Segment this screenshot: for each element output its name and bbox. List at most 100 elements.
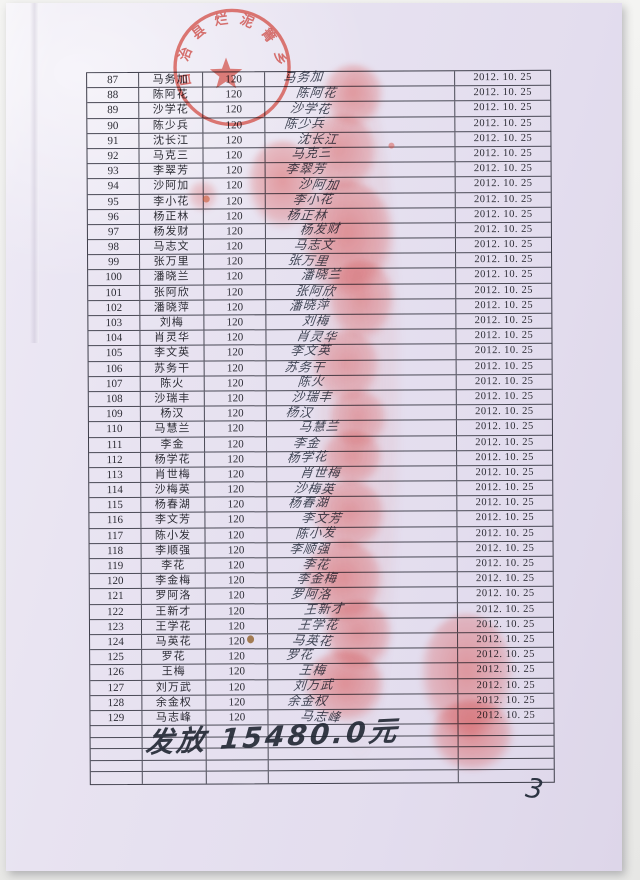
handwritten-signature: 罗花 bbox=[285, 646, 314, 663]
star-icon bbox=[209, 57, 243, 89]
row-number-cell: 119 bbox=[89, 558, 142, 574]
date-cell: 2012. 10. 25 bbox=[474, 345, 534, 357]
signature-cell: 李文英 bbox=[266, 342, 457, 360]
handwritten-signature: 李文英 bbox=[289, 342, 332, 359]
signature-cell: 李金 bbox=[266, 435, 458, 451]
signature-cell: 张万里 bbox=[266, 252, 457, 269]
handwritten-signature: 马志文 bbox=[293, 236, 336, 253]
signature-cell bbox=[268, 770, 459, 784]
amount-cell: 120 bbox=[204, 391, 267, 406]
row-number-cell: 117 bbox=[89, 528, 142, 543]
handwritten-signature: 杨学花 bbox=[286, 448, 329, 465]
amount-cell: 120 bbox=[204, 330, 267, 345]
signature-cell: 肖世梅 bbox=[267, 464, 458, 482]
signature-cell: 杨正林 bbox=[265, 207, 456, 224]
row-number-cell: 121 bbox=[89, 589, 142, 604]
handwritten-signature: 潘晓兰 bbox=[300, 266, 343, 283]
amount-cell: 120 bbox=[205, 588, 268, 604]
amount-cell: 120 bbox=[203, 208, 266, 224]
signature-cell: 王梅 bbox=[268, 662, 459, 679]
signature-cell bbox=[268, 759, 459, 771]
ink-speck bbox=[247, 635, 255, 644]
signature-cell: 王新才 bbox=[267, 600, 458, 618]
row-number-cell: 108 bbox=[88, 391, 141, 407]
date-cell: 2012. 10. 25 bbox=[475, 405, 534, 418]
date-cell: 2012. 10. 25 bbox=[473, 102, 533, 114]
name-cell: 李文英 bbox=[140, 345, 205, 361]
official-seal-stamp: 自治县烂泥箐乡 bbox=[173, 8, 291, 127]
date-cell: 2012. 10. 25 bbox=[476, 633, 535, 646]
signature-cell: 李顺强 bbox=[267, 541, 458, 558]
name-cell: 李花 bbox=[141, 558, 206, 574]
signature-cell: 李小花 bbox=[265, 191, 456, 208]
signature-cell: 马志文 bbox=[265, 236, 457, 254]
paper-sheet: 87 马务加 120 马务加 2012. 10. 25 88 陈阿花 120 陈阿花 2012. … bbox=[6, 3, 622, 871]
name-cell: 沙瑞丰 bbox=[140, 391, 205, 407]
handwritten-signature: 王学花 bbox=[297, 616, 340, 632]
name-cell: 陈火 bbox=[140, 376, 205, 391]
row-number-cell: 106 bbox=[88, 361, 141, 376]
row-number-cell: 125 bbox=[90, 650, 143, 665]
page-number: 3 bbox=[523, 772, 546, 806]
row-number-cell: 116 bbox=[89, 513, 142, 528]
date-cell: 2012. 10. 25 bbox=[475, 512, 535, 524]
signature-cell: 杨学花 bbox=[267, 448, 458, 467]
date-cell: 2012. 10. 25 bbox=[474, 238, 533, 251]
name-cell: 苏务干 bbox=[140, 361, 205, 376]
ink-speck bbox=[388, 142, 395, 149]
date-cell: 2012. 10. 25 bbox=[475, 436, 534, 448]
signature-cell: 沙瑞丰 bbox=[266, 389, 457, 406]
row-number-cell: 129 bbox=[90, 710, 143, 726]
signature-cell: 陈火 bbox=[266, 372, 457, 391]
amount-cell: 120 bbox=[203, 193, 266, 209]
row-number-cell: 102 bbox=[88, 300, 141, 316]
amount-cell: 120 bbox=[204, 269, 267, 285]
amount-cell: 120 bbox=[203, 178, 266, 194]
row-number-cell: 105 bbox=[88, 346, 141, 361]
name-cell: 陈小发 bbox=[141, 528, 206, 543]
date-cell: 2012. 10. 25 bbox=[474, 299, 534, 311]
amount-cell: 120 bbox=[203, 163, 266, 178]
date-cell: 2012. 10. 25 bbox=[474, 269, 533, 281]
handwritten-signature: 陈火 bbox=[297, 372, 326, 389]
name-cell: 王梅 bbox=[142, 664, 207, 680]
signature-cell: 马慧兰 bbox=[266, 418, 457, 436]
name-cell: 潘晓萍 bbox=[140, 300, 205, 315]
name-cell: 杨发财 bbox=[139, 224, 204, 239]
signature-cell: 刘梅 bbox=[266, 313, 457, 330]
row-number-cell: 122 bbox=[89, 604, 142, 619]
handwritten-signature: 肖世梅 bbox=[299, 464, 342, 480]
handwritten-signature: 潘晓萍 bbox=[288, 296, 331, 313]
signature-cell: 马克三 bbox=[265, 144, 456, 163]
amount-cell: 120 bbox=[205, 603, 268, 619]
row-number-cell: 92 bbox=[87, 148, 140, 164]
date-cell: 2012. 10. 25 bbox=[474, 208, 533, 220]
handwritten-signature: 李翠芳 bbox=[284, 161, 328, 177]
name-cell: 罗花 bbox=[142, 649, 207, 665]
name-cell bbox=[142, 772, 207, 784]
amount-cell: 120 bbox=[204, 421, 267, 437]
row-number-cell bbox=[90, 749, 143, 761]
empty-table-row bbox=[90, 770, 554, 785]
amount-cell: 120 bbox=[204, 254, 267, 270]
date-cell: 2012. 10. 25 bbox=[475, 421, 534, 433]
row-number-cell: 124 bbox=[90, 634, 143, 650]
handwritten-signature: 余金权 bbox=[286, 692, 329, 708]
row-number-cell: 93 bbox=[87, 164, 140, 179]
row-number-cell bbox=[90, 760, 143, 772]
date-cell: 2012. 10. 25 bbox=[476, 679, 536, 691]
signature-cell: 苏务干 bbox=[266, 359, 457, 375]
date-cell: 2012. 10. 25 bbox=[474, 360, 534, 372]
amount-cell: 120 bbox=[206, 694, 269, 710]
row-number-cell: 91 bbox=[87, 133, 140, 149]
name-cell: 余金权 bbox=[142, 695, 207, 710]
amount-cell: 120 bbox=[205, 618, 269, 634]
row-number-cell: 127 bbox=[90, 680, 143, 695]
name-cell: 杨学花 bbox=[141, 452, 206, 467]
row-number-cell: 120 bbox=[89, 574, 142, 589]
row-number-cell: 97 bbox=[87, 224, 140, 240]
amount-cell: 120 bbox=[205, 512, 268, 528]
date-cell: 2012. 10. 25 bbox=[474, 330, 534, 342]
date-cell: 2012. 10. 25 bbox=[476, 664, 535, 676]
